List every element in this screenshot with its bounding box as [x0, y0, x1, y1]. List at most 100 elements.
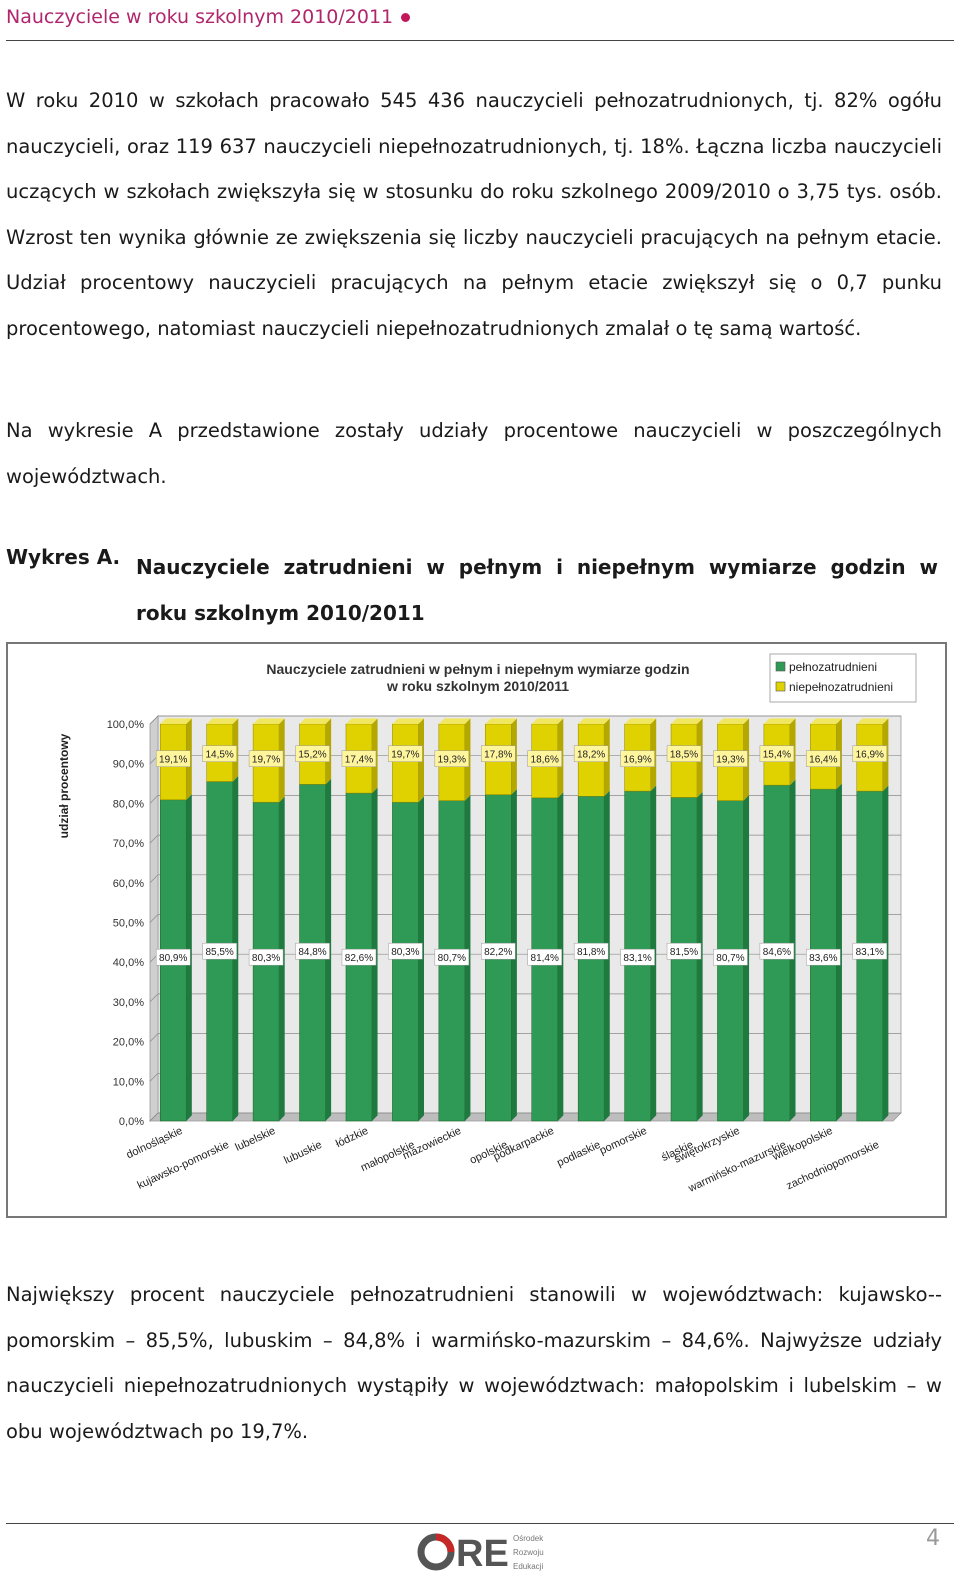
- y-tick-label: 80,0%: [113, 798, 144, 810]
- bar-full-5: [392, 801, 419, 1122]
- header-divider: [6, 40, 954, 41]
- data-label-box: [388, 745, 423, 762]
- y-tick-label: 100,0%: [107, 719, 145, 731]
- data-label-box: [573, 942, 609, 960]
- x-tick-label: podlaskie: [555, 1139, 602, 1170]
- data-label-box: [481, 745, 516, 762]
- bar-part-top: [763, 718, 796, 724]
- bar-part-top: [345, 718, 378, 724]
- y-tick-label: 30,0%: [113, 997, 144, 1009]
- y-tick-label: 40,0%: [113, 957, 144, 969]
- y-tick-label: 0,0%: [119, 1116, 144, 1128]
- bar-part-top: [671, 718, 703, 724]
- bar-part-top: [206, 718, 239, 724]
- y-tick-label: 50,0%: [113, 918, 144, 930]
- y-tick-label: 90,0%: [113, 759, 144, 771]
- data-label-full-8: 81,4%: [531, 953, 559, 964]
- x-tick-label: łódzkie: [334, 1125, 370, 1150]
- bar-part-top: [253, 718, 285, 724]
- data-label-box: [759, 745, 795, 762]
- data-label-full-2: 80,3%: [252, 953, 280, 964]
- plot-area: 0,0% 10,0% 20,0% 30,0% 40,0% 50,0% 60,0% 70,0% 8…: [107, 715, 902, 1195]
- data-label-box: [852, 745, 888, 762]
- data-label-box: [434, 750, 470, 767]
- legend-box: [769, 653, 917, 703]
- y-tick-label: 10,0%: [113, 1076, 144, 1088]
- data-label-full-3: 84,8%: [298, 947, 326, 958]
- bar-part-top: [438, 718, 471, 724]
- data-label-box: [713, 750, 748, 767]
- data-label-part-9: 18,2%: [577, 750, 605, 761]
- data-label-part-5: 19,7%: [391, 750, 419, 761]
- data-label-part-0: 19,1%: [159, 755, 187, 766]
- svg-text:Rozwoju: Rozwoju: [513, 1548, 544, 1557]
- figure-label: Wykres A.: [6, 545, 121, 569]
- stacked-bar-chart: Nauczyciele zatrudnieni w pełnym i niepe…: [57, 653, 917, 1195]
- data-label-full-15: 83,1%: [856, 947, 884, 958]
- bar-part-top: [856, 718, 889, 724]
- legend-label-full: pełnozatrudnieni: [789, 660, 877, 674]
- svg-text:Edukacji: Edukacji: [513, 1562, 543, 1571]
- x-tick-label: dolnośląskie: [125, 1125, 185, 1161]
- data-label-box: [248, 750, 284, 767]
- data-label-box: [341, 750, 377, 767]
- data-label-full-7: 82,2%: [484, 947, 512, 958]
- data-label-box: [620, 750, 655, 767]
- data-label-full-9: 81,8%: [577, 947, 605, 958]
- data-label-part-1: 14,5%: [205, 750, 233, 761]
- chart-title-line1: Nauczyciele zatrudnieni w pełnym i niepe…: [266, 661, 689, 677]
- data-label-part-3: 15,2%: [298, 750, 326, 761]
- data-label-part-8: 18,6%: [531, 755, 559, 766]
- data-label-box: [759, 942, 795, 960]
- svg-text:RE: RE: [456, 1533, 509, 1575]
- data-label-part-13: 15,4%: [763, 750, 791, 761]
- data-label-box: [806, 948, 841, 966]
- bar-part-top: [717, 718, 750, 724]
- legend-swatch-part: [775, 681, 786, 692]
- paragraph-intro-part2: Wzrost ten wynika głównie ze zwiększenia…: [6, 225, 942, 340]
- page-number: 4: [926, 1526, 940, 1551]
- bar-part-top: [160, 718, 192, 724]
- data-label-full-4: 82,6%: [345, 953, 373, 964]
- data-label-box: [155, 948, 191, 966]
- data-label-box: [527, 750, 562, 767]
- data-label-box: [713, 948, 748, 966]
- data-label-full-0: 80,9%: [159, 953, 187, 964]
- data-label-full-12: 80,7%: [716, 953, 744, 964]
- bar-part-top: [392, 718, 425, 724]
- data-label-box: [806, 750, 841, 767]
- bar-part-top: [810, 718, 842, 724]
- data-label-box: [202, 942, 237, 960]
- data-label-box: [527, 948, 562, 966]
- data-label-part-12: 19,3%: [716, 755, 744, 766]
- chart-legend: pełnozatrudnieni niepełnozatrudnieni: [769, 653, 917, 703]
- data-label-part-6: 19,3%: [438, 755, 466, 766]
- data-label-box: [620, 948, 655, 966]
- data-label-full-13: 84,6%: [763, 947, 791, 958]
- x-tick-label: lubelskie: [233, 1125, 277, 1154]
- paragraph-intro-part1: W roku 2010 w szkołach pracowało 545 436…: [6, 89, 942, 203]
- data-label-part-14: 16,4%: [809, 755, 837, 766]
- ore-logo: RE Ośrodek Rozwoju Edukacji: [417, 1533, 544, 1575]
- bullet-dot-icon: [401, 13, 411, 22]
- data-label-box: [666, 942, 702, 960]
- data-label-box: [666, 745, 702, 762]
- chart-title-line2: w roku szkolnym 2010/2011: [386, 678, 569, 694]
- data-label-full-11: 81,5%: [670, 947, 698, 958]
- data-label-box: [341, 948, 377, 966]
- bar-part-top: [624, 718, 657, 724]
- data-label-box: [573, 745, 609, 762]
- bar-part-top: [578, 718, 610, 724]
- figure-caption: Nauczyciele zatrudnieni w pełnym i niepe…: [136, 555, 938, 625]
- data-label-full-14: 83,6%: [809, 953, 837, 964]
- x-tick-label: pomorskie: [598, 1125, 649, 1157]
- y-axis-title: udział procentowy: [57, 733, 71, 838]
- data-label-part-7: 17,8%: [484, 750, 512, 761]
- data-label-box: [202, 745, 237, 762]
- legend-label-part: niepełnozatrudnieni: [789, 680, 893, 694]
- data-label-box: [155, 750, 191, 767]
- gridline: [149, 715, 901, 725]
- bar-part-top: [299, 718, 332, 724]
- data-label-box: [295, 745, 330, 762]
- data-label-part-11: 18,5%: [670, 750, 698, 761]
